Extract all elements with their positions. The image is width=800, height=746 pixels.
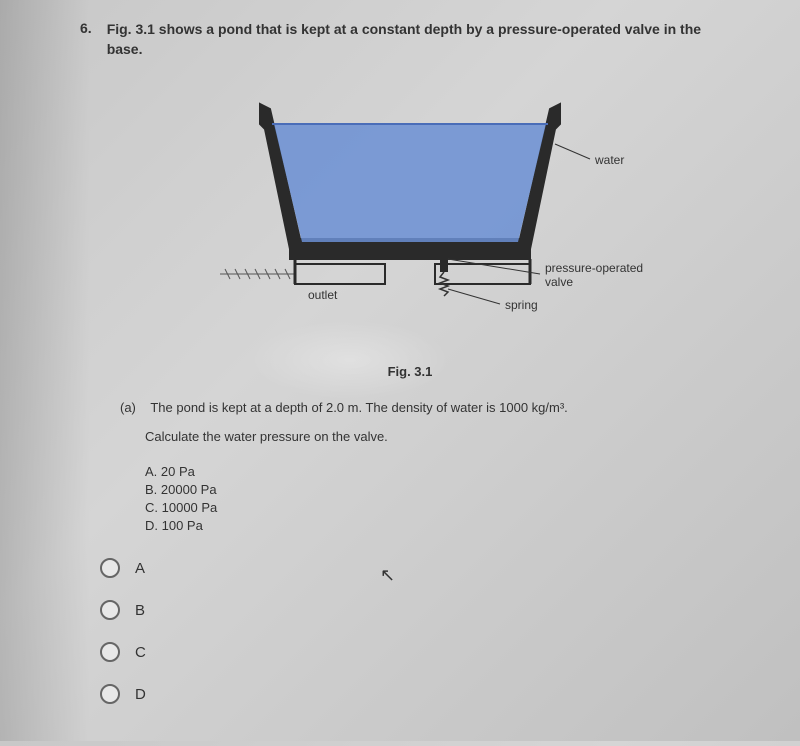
pond-diagram: water outlet pressure-operated valve spr… [160,74,660,344]
answer-choice-c[interactable]: C [100,642,740,662]
radio-a[interactable] [100,558,120,578]
valve-label-1: pressure-operated [545,261,643,275]
answer-choice-a[interactable]: A [100,558,740,578]
part-a-section: (a) The pond is kept at a depth of 2.0 m… [120,399,740,444]
part-a-label: (a) [120,400,136,415]
choice-c-label: C [135,644,146,661]
part-a-text: The pond is kept at a depth of 2.0 m. Th… [150,400,567,415]
question-header: 6. Fig. 3.1 shows a pond that is kept at… [80,20,740,59]
figure-caption: Fig. 3.1 [80,364,740,379]
outlet-label: outlet [308,288,338,302]
question-content: 6. Fig. 3.1 shows a pond that is kept at… [0,0,800,746]
valve-label-2: valve [545,275,573,289]
answer-choice-b[interactable]: B [100,600,740,620]
options-list: A. 20 Pa B. 20000 Pa C. 10000 Pa D. 100 … [145,464,740,533]
spring-label: spring [505,298,538,312]
water-label: water [594,153,624,167]
radio-b[interactable] [100,600,120,620]
choice-d-label: D [135,686,146,703]
choice-a-label: A [135,560,145,577]
question-number: 6. [80,20,92,36]
question-text: Fig. 3.1 shows a pond that is kept at a … [107,20,740,59]
choice-b-label: B [135,602,145,619]
radio-c[interactable] [100,642,120,662]
option-c: C. 10000 Pa [145,500,740,515]
option-a: A. 20 Pa [145,464,740,479]
answer-choice-d[interactable]: D [100,684,740,704]
answer-choices: A B C D [100,558,740,704]
calculate-instruction: Calculate the water pressure on the valv… [145,429,740,444]
option-b: B. 20000 Pa [145,482,740,497]
radio-d[interactable] [100,684,120,704]
option-d: D. 100 Pa [145,518,740,533]
cursor-icon: ↖ [380,565,395,586]
